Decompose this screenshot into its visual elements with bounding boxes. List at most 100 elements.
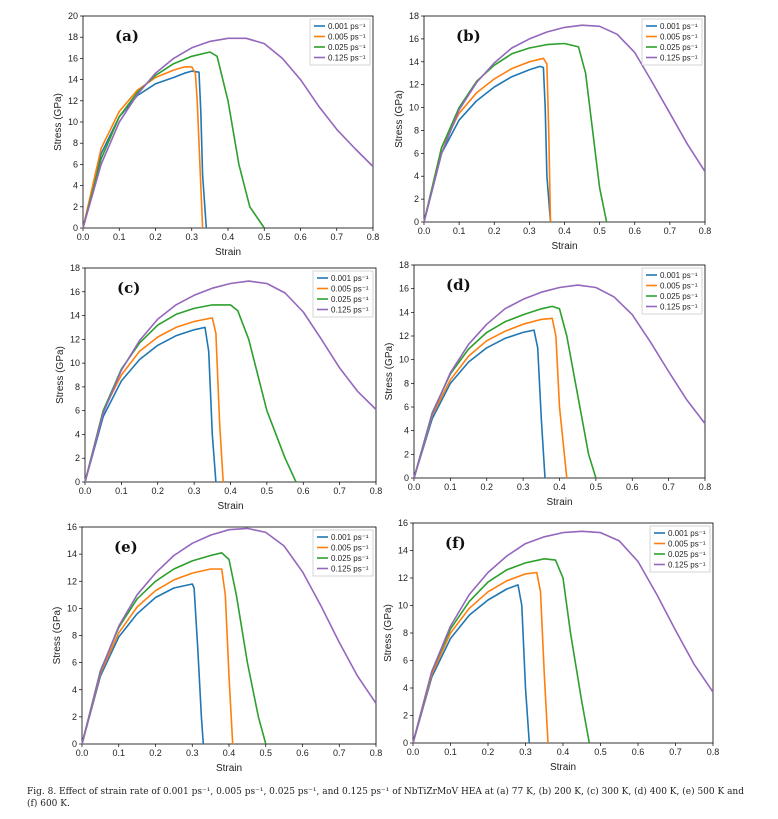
y-tick-label: 12 [398,573,408,583]
y-tick-label: 4 [403,683,408,693]
legend-label-4: 0.125 ps⁻¹ [660,303,698,312]
x-tick-label: 0.0 [79,486,92,496]
series-line-3 [412,557,591,744]
legend-label-1: 0.001 ps⁻¹ [331,533,369,542]
y-axis-label: Stress (GPa) [53,93,64,151]
y-tick-label: 0 [414,217,419,227]
y-tick-label: 8 [414,125,419,135]
y-tick-label: 14 [399,307,409,317]
y-tick-label: 12 [70,334,80,344]
y-tick-label: 18 [409,11,419,21]
x-axis-label: Strain [217,501,243,512]
series-line-4 [81,527,377,745]
legend-label-2: 0.005 ps⁻¹ [660,33,698,42]
y-tick-label: 16 [409,34,419,44]
series-line-1 [412,584,531,744]
chart-panel-f: 0.0 0.1 0.2 0.3 0.4 0.5 0.6 0.7 0.8 0 2 4 6 8 10 12 14 16… [383,518,719,773]
y-tick-label: 12 [409,80,419,90]
x-tick-label: 0.2 [149,748,162,758]
y-tick-label: 4 [414,171,419,181]
x-tick-label: 0.8 [699,482,712,492]
legend-label-2: 0.005 ps⁻¹ [668,540,706,549]
x-tick-label: 0.5 [259,748,272,758]
x-tick-label: 0.5 [594,747,607,757]
legend-label-1: 0.001 ps⁻¹ [660,271,698,280]
x-tick-label: 0.3 [523,226,536,236]
x-tick-label: 0.1 [115,486,128,496]
x-tick-label: 0.0 [77,232,90,242]
y-tick-label: 10 [70,358,80,368]
y-tick-label: 16 [399,284,409,294]
x-tick-label: 0.8 [699,226,712,236]
x-tick-label: 0.8 [370,748,383,758]
series-line-3 [413,305,597,479]
x-tick-label: 0.8 [707,747,720,757]
x-tick-label: 0.8 [367,232,380,242]
y-tick-label: 16 [67,522,77,532]
y-tick-label: 18 [70,263,80,273]
panel-label: (d) [446,276,471,294]
x-tick-label: 0.4 [557,747,570,757]
chart-panel-a: 0.0 0.1 0.2 0.3 0.4 0.5 0.6 0.7 0.8 0 2 4 6 8 10 12 14 16… [53,11,379,258]
y-tick-label: 18 [68,32,78,42]
legend-label-3: 0.025 ps⁻¹ [328,43,366,52]
series-line-4 [412,530,714,744]
y-tick-label: 8 [403,628,408,638]
series-line-3 [423,42,608,223]
x-tick-label: 0.5 [261,486,274,496]
y-axis-label: Stress (GPa) [384,343,395,401]
x-tick-label: 0.0 [418,226,431,236]
y-tick-label: 0 [404,473,409,483]
legend-label-1: 0.001 ps⁻¹ [660,22,698,31]
y-tick-label: 6 [414,148,419,158]
y-tick-label: 12 [67,576,77,586]
y-tick-label: 6 [75,406,80,416]
y-tick-label: 6 [404,402,409,412]
x-tick-label: 0.6 [632,747,645,757]
x-tick-label: 0.7 [333,748,346,758]
legend-label-3: 0.025 ps⁻¹ [331,295,369,304]
legend-label-4: 0.125 ps⁻¹ [331,565,369,574]
legend: 0.001 ps⁻¹ 0.005 ps⁻¹0.025 ps⁻¹ 0.125 ps⁻¹ [641,267,703,315]
series-line-1 [81,583,205,745]
panel-label: (e) [114,538,138,556]
series-line-4 [82,37,374,229]
y-tick-label: 6 [403,656,408,666]
series-line-2 [82,66,204,229]
y-tick-label: 6 [72,658,77,668]
y-tick-label: 4 [72,685,77,695]
y-axis-label: Stress (GPa) [394,90,405,148]
legend-label-3: 0.025 ps⁻¹ [331,554,369,563]
x-tick-label: 0.4 [558,226,571,236]
chart-panel-d: 0.0 0.1 0.2 0.3 0.4 0.5 0.6 0.7 0.8 0 2 4 6 8 10 12 14 16… [384,260,711,508]
panel-label: (c) [117,279,140,297]
series-line-3 [81,551,267,745]
chart-panel-c: 0.0 0.1 0.2 0.3 0.4 0.5 0.6 0.7 0.8 0 2 4 6 8 10 12 14 16… [55,263,382,512]
chart-panel-b: 0.0 0.1 0.2 0.3 0.4 0.5 0.6 0.7 0.8 0 2 4 6 8 10 12 14 16… [394,11,711,252]
x-tick-label: 0.4 [224,486,237,496]
x-tick-label: 0.3 [186,748,199,758]
y-tick-label: 12 [399,331,409,341]
y-tick-label: 0 [73,223,78,233]
y-tick-label: 14 [70,311,80,321]
x-tick-label: 0.2 [149,232,162,242]
x-tick-label: 0.3 [185,232,198,242]
x-tick-label: 0.5 [590,482,603,492]
x-tick-label: 0.2 [480,482,493,492]
legend-label-2: 0.005 ps⁻¹ [328,33,366,42]
x-tick-label: 0.7 [664,226,677,236]
chart-panel-e: 0.0 0.1 0.2 0.3 0.4 0.5 0.6 0.7 0.8 0 2 4 6 8 10 12 14 16… [52,522,382,774]
legend: 0.001 ps⁻¹ 0.005 ps⁻¹0.025 ps⁻¹ 0.125 ps⁻¹ [309,18,371,66]
x-tick-label: 0.8 [370,486,383,496]
y-tick-label: 10 [398,601,408,611]
x-tick-label: 0.2 [482,747,495,757]
legend: 0.001 ps⁻¹ 0.005 ps⁻¹0.025 ps⁻¹ 0.125 ps⁻¹ [649,525,711,573]
series-line-2 [412,571,549,744]
y-tick-label: 2 [414,194,419,204]
series-line-4 [423,24,706,223]
x-tick-label: 0.5 [593,226,606,236]
series-line-4 [413,284,706,479]
y-tick-label: 12 [68,96,78,106]
x-tick-label: 0.1 [112,748,125,758]
